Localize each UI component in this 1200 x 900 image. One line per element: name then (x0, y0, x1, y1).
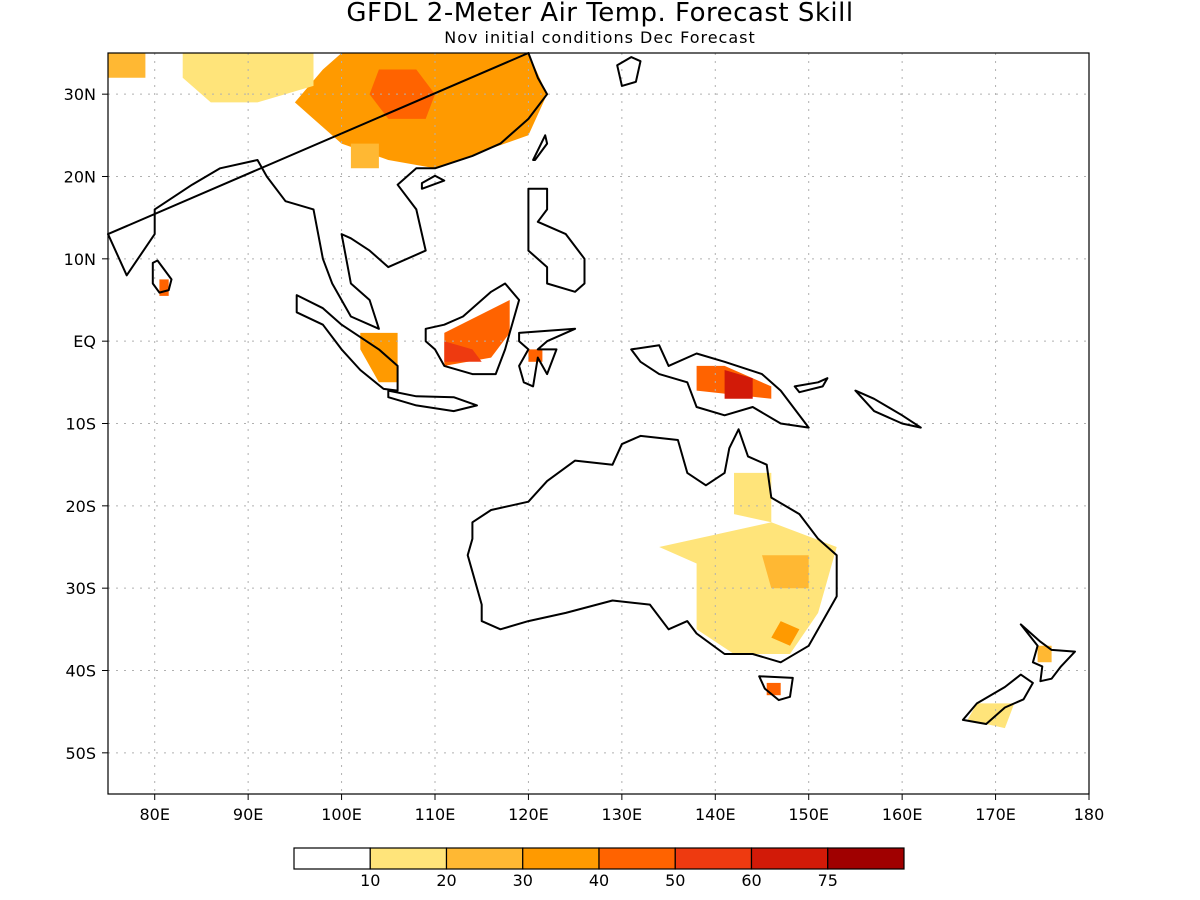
lon-tick-label: 160E (882, 805, 923, 824)
legend-swatch-7 (827, 847, 905, 870)
lat-tick-label: 30S (65, 579, 96, 598)
lat-tick-label: 20N (64, 168, 96, 187)
lon-tick-label: 130E (602, 805, 643, 824)
chart-subtitle: Nov initial conditions Dec Forecast (444, 28, 756, 47)
lat-tick-label: 20S (65, 497, 96, 516)
coastline-16 (616, 56, 642, 87)
skill-region-5 (159, 279, 169, 296)
color-legend: 10 20 30 40 50 60 75 (293, 847, 905, 890)
coastline-8 (527, 187, 586, 293)
coastline-4 (295, 294, 399, 392)
lon-tick-label: 100E (321, 805, 362, 824)
skill-region-16 (766, 682, 781, 696)
legend-swatch-0 (293, 847, 371, 870)
skill-region-18 (1037, 645, 1052, 663)
coastline-2 (420, 174, 446, 190)
coastline-9 (630, 344, 810, 429)
skill-region-8 (444, 341, 482, 362)
legend-label: 20 (436, 871, 456, 890)
skill-region-11 (724, 370, 753, 399)
lat-tick-label: 40S (65, 662, 96, 681)
lon-tick-label: 140E (695, 805, 736, 824)
coastlines (107, 52, 1076, 725)
lon-tick-label: 80E (139, 805, 169, 824)
skill-region-12 (734, 472, 772, 523)
legend-swatch-5 (674, 847, 753, 870)
legend-label: 10 (360, 871, 380, 890)
lat-tick-label: 10N (64, 250, 96, 269)
legend-label: 40 (589, 871, 609, 890)
lon-tick-label: 120E (508, 805, 549, 824)
legend-label: 30 (513, 871, 533, 890)
legend-label: 60 (741, 871, 761, 890)
coastline-13 (1019, 623, 1076, 683)
coastline-6 (424, 282, 521, 376)
skill-region-4 (350, 143, 379, 169)
coastline-15 (854, 389, 922, 429)
skill-region-14 (762, 555, 809, 589)
coastline-7 (518, 327, 577, 388)
map-gridlines (108, 53, 1089, 794)
skill-region-9 (528, 349, 543, 362)
lon-tick-label: 180 (1074, 805, 1105, 824)
coastline-1 (532, 134, 549, 161)
legend-swatch-2 (445, 847, 524, 870)
coastline-0 (107, 52, 549, 330)
chart-title: GFDL 2-Meter Air Temp. Forecast Skill (346, 0, 854, 28)
lat-tick-label: EQ (73, 332, 96, 351)
skill-region-15 (771, 621, 800, 646)
lat-tick-label: 50S (65, 744, 96, 763)
lon-tick-label: 170E (975, 805, 1016, 824)
lat-tick-label: 10S (65, 415, 96, 434)
skill-region-1 (369, 69, 435, 119)
coastline-3 (151, 259, 173, 294)
coastline-5 (387, 389, 478, 413)
legend-swatch-1 (369, 847, 448, 870)
skill-region-6 (360, 332, 398, 383)
coastline-12 (961, 673, 1034, 725)
lon-tick-label: 150E (788, 805, 829, 824)
legend-swatch-6 (750, 847, 829, 870)
lon-tick-label: 110E (415, 805, 456, 824)
lat-tick-label: 30N (64, 85, 96, 104)
legend-swatch-4 (598, 847, 676, 870)
coastline-11 (758, 675, 794, 702)
legend-label: 50 (665, 871, 685, 890)
coastline-14 (793, 377, 829, 394)
lon-tick-label: 90E (233, 805, 263, 824)
skill-shading (108, 53, 1052, 729)
map-axes: 30N 20N 10N EQ 10S 20S 30S 40S 50S 80E 90E 100E 110E… (64, 85, 1105, 824)
coastline-10 (466, 428, 838, 664)
legend-label: 75 (818, 871, 838, 890)
legend-swatch-3 (522, 847, 600, 870)
skill-region-3 (108, 53, 146, 78)
